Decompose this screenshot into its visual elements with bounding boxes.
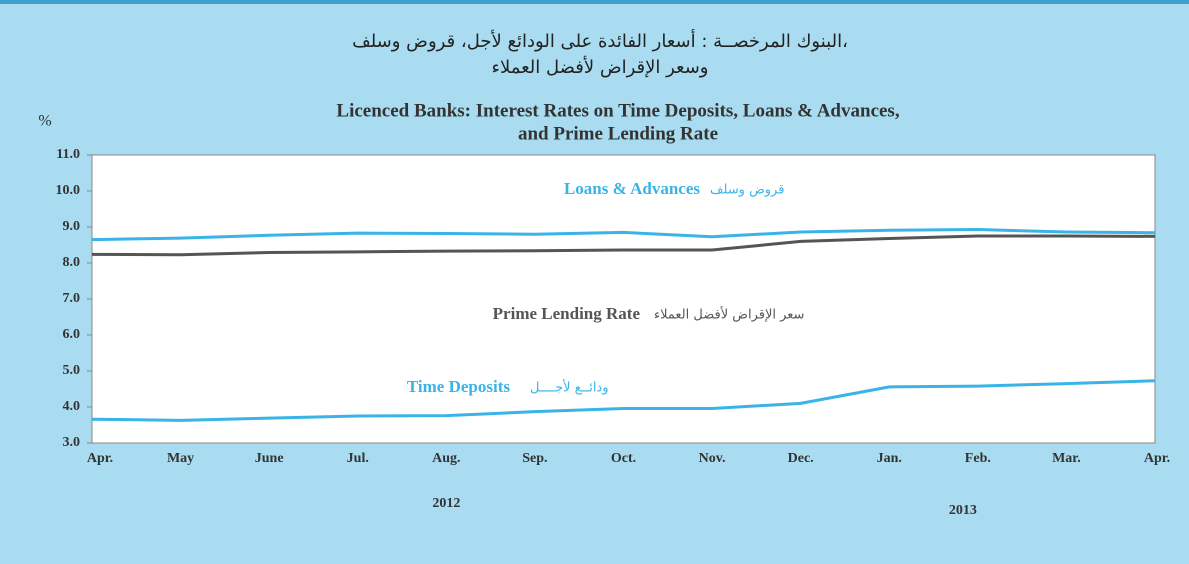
y-tick-label: 3.0 — [63, 435, 81, 450]
x-tick-label: Apr. — [1144, 451, 1170, 466]
y-axis-label: % — [38, 113, 51, 130]
title: Licenced Banks: Interest Rates on Time D… — [336, 100, 899, 121]
series-label-ar: قروض وسلف — [710, 183, 784, 198]
series-label: Prime Lending Rate — [493, 304, 641, 323]
title-ar: وسعر الإقراض لأفضل العملاء — [491, 56, 708, 78]
title-ar: البنوك المرخصــة : أسعار الفائدة على الو… — [352, 29, 848, 52]
x-tick-label: May — [167, 451, 194, 466]
series-label-ar: سعر الإقراض لأفضل العملاء — [654, 306, 804, 323]
plot-area — [91, 154, 1156, 444]
top-border — [0, 0, 1189, 4]
series-label-ar: ودائــع لأجــــل — [530, 379, 609, 396]
x-tick-label: Oct. — [611, 451, 636, 466]
y-tick-label: 6.0 — [63, 327, 81, 342]
y-tick-label: 11.0 — [56, 147, 80, 162]
x-tick-label: Jul. — [347, 451, 369, 466]
x-tick-label: Mar. — [1052, 451, 1081, 466]
year-label: 2012 — [432, 496, 460, 511]
y-tick-label: 7.0 — [63, 291, 81, 306]
series-line — [91, 228, 1156, 242]
series-label: Loans & Advances — [564, 179, 700, 198]
series-line — [91, 379, 1156, 422]
title: and Prime Lending Rate — [518, 123, 718, 144]
y-tick-label: 9.0 — [63, 219, 81, 234]
x-tick-label: Jan. — [877, 451, 902, 466]
x-tick-label: Nov. — [699, 451, 726, 466]
y-tick-label: 8.0 — [63, 255, 81, 270]
x-tick-label: Dec. — [788, 451, 814, 466]
y-tick-label: 10.0 — [56, 183, 81, 198]
x-tick-label: Sep. — [522, 451, 547, 466]
x-tick-label: Aug. — [432, 451, 460, 466]
x-tick-label: Apr. — [87, 451, 113, 466]
x-tick-label: June — [255, 451, 284, 466]
series-label: Time Deposits — [407, 377, 510, 396]
series-line — [91, 234, 1156, 257]
x-tick-label: Feb. — [965, 451, 991, 466]
y-tick-label: 4.0 — [63, 399, 81, 414]
y-tick-label: 5.0 — [63, 363, 81, 378]
year-label: 2013 — [949, 503, 977, 518]
